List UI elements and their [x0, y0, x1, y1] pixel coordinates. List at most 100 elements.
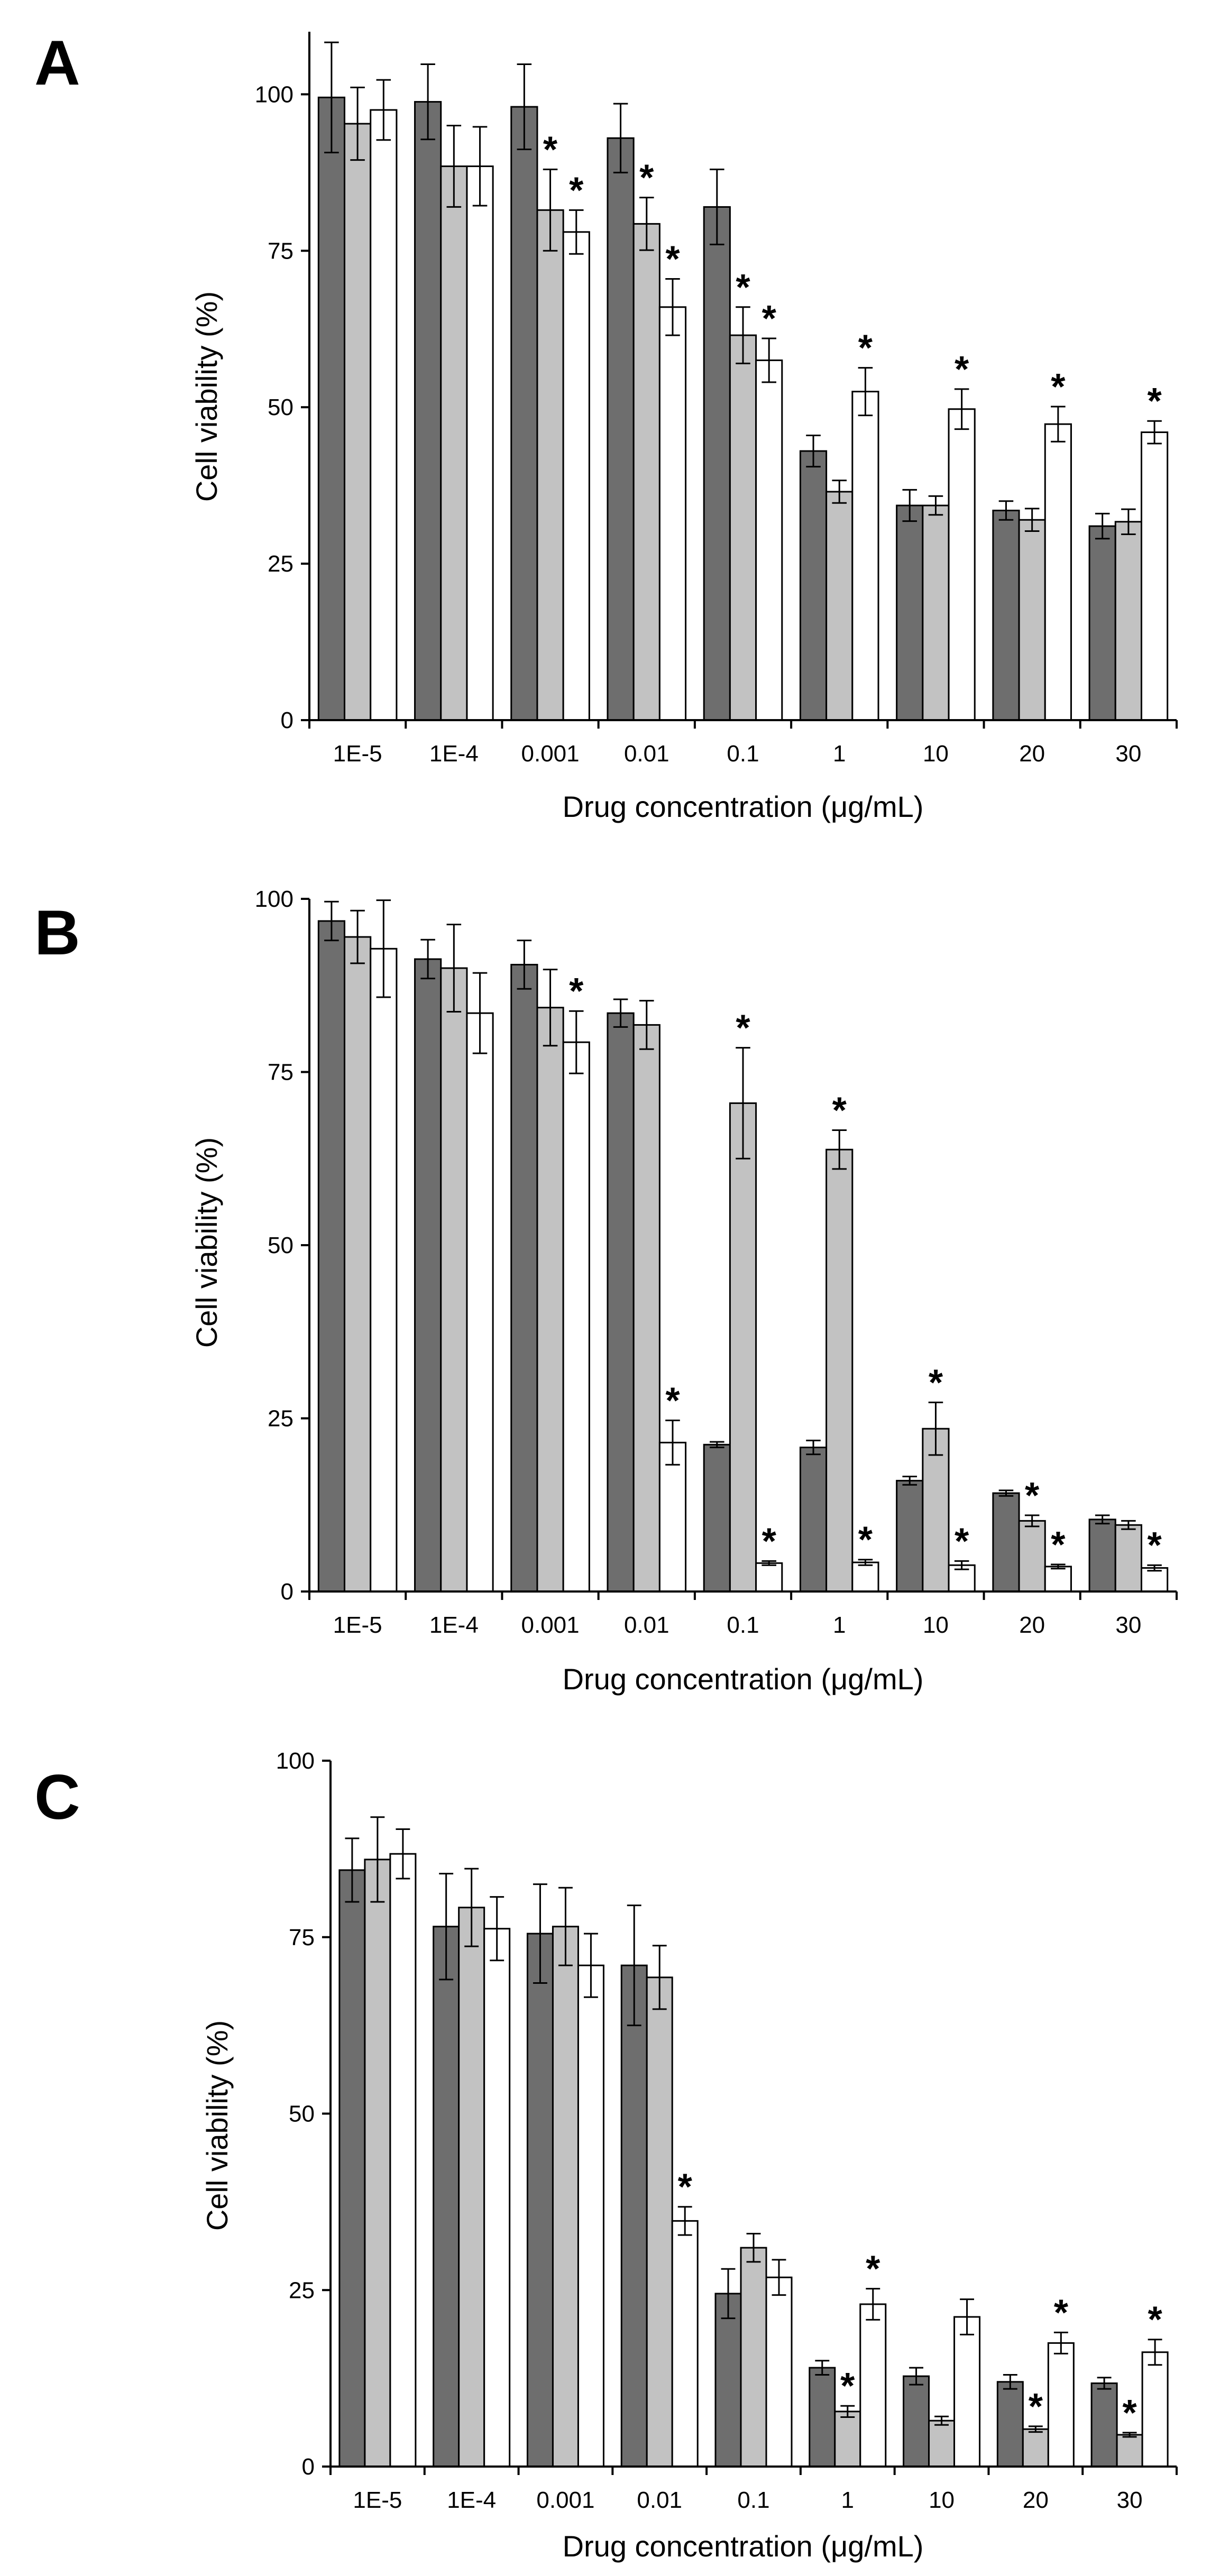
panel-a-errorbar-s2-1E-4 [446, 125, 462, 208]
panel-b-x-tick-label: 1E-5 [333, 1612, 382, 1638]
panel-b-bar-s1-0.01 [607, 1012, 635, 1593]
panel-c-bar-s3-1E-5 [389, 1853, 417, 2468]
panel-b-errorbar-s1-0.01 [613, 998, 628, 1028]
panel-b-errorbar-s2-10 [928, 1401, 943, 1456]
panel-a-bar-s2-20 [1018, 519, 1046, 721]
panel-a-errorbar-s2-10 [928, 495, 943, 516]
panel-a-bar-s1-0.1 [703, 206, 731, 721]
panel-c-bar-s2-30 [1116, 2434, 1143, 2468]
panel-c-bar-s1-1E-5 [338, 1869, 366, 2468]
panel-b-significance-marker-s2-20: * [1025, 1475, 1040, 1516]
panel-a-bar-s3-0.1 [755, 359, 783, 721]
panel-a-bar-s2-1 [825, 491, 854, 721]
panel-c-bar-s1-0.1 [714, 2293, 742, 2468]
panel-c-bar-s1-20 [996, 2381, 1024, 2468]
panel-a-bar-s2-30 [1114, 521, 1142, 721]
panel-b-errorbar-s1-1E-5 [324, 900, 339, 942]
panel-b-significance-marker-s3-0.001: * [569, 970, 584, 1011]
panel-a-x-tick-label: 0.1 [727, 741, 759, 767]
panel-c-x-tick-label: 30 [1117, 2487, 1143, 2513]
panel-b-errorbar-s2-1E-4 [446, 923, 462, 1013]
panel-a-significance-marker-s3-30: * [1147, 380, 1162, 421]
panel-c-bar-s2-1 [834, 2411, 861, 2468]
panel-a-bar-s3-10 [948, 408, 976, 721]
panel-b-bar-s1-1E-4 [414, 958, 442, 1593]
panel-a-bar-s2-10 [922, 504, 950, 721]
panel-c-y-axis-label: Cell viability (%) [200, 2020, 234, 2231]
panel-b-bar-s2-0.01 [632, 1024, 660, 1593]
panel-c-bar-s3-1 [859, 2303, 887, 2468]
panel-b-bar-s2-20 [1018, 1520, 1046, 1593]
panel-b-bar-s2-0.001 [536, 1007, 564, 1593]
panel-c-x-tick-label: 20 [1023, 2487, 1049, 2513]
panel-a-bar-s3-1E-5 [370, 109, 398, 721]
panel-c-bar-s1-1 [809, 2367, 836, 2468]
panel-a-errorbar-s1-30 [1095, 512, 1110, 540]
panel-b-x-tick-label: 20 [1019, 1612, 1045, 1638]
panel-b-x-tick-label: 0.001 [521, 1612, 580, 1638]
panel-c: C Cell viability (%) Drug concentration … [34, 1748, 1178, 2563]
panel-b-errorbar-s1-20 [998, 1489, 1014, 1497]
panel-b-errorbar-s2-30 [1121, 1520, 1136, 1530]
panel-b-bar-s1-20 [992, 1492, 1020, 1593]
panel-c-errorbar-s2-1 [840, 2405, 855, 2418]
panel-a-x-tick-label: 10 [923, 741, 949, 767]
panel-a-significance-marker-s2-0.1: * [736, 266, 750, 308]
panel-c-significance-marker-s3-0.01: * [678, 2166, 693, 2207]
panel-a-bar-s1-1 [799, 450, 828, 721]
panel-b-bar-s3-0.1 [755, 1562, 783, 1593]
panel-c-bar-s1-0.001 [526, 1933, 554, 2468]
panel-a-errorbar-s2-0.01 [639, 197, 654, 251]
panel-b-errorbar-s1-1 [806, 1439, 821, 1456]
panel-c-errorbar-s2-20 [1028, 2425, 1043, 2433]
panel-c-errorbar-s3-30 [1148, 2339, 1162, 2366]
panel-b-errorbar-s1-0.001 [517, 940, 532, 990]
panel-a-bar-s1-1E-4 [414, 101, 442, 721]
panel-c-x-axis-label: Drug concentration (μg/mL) [563, 2529, 924, 2563]
panel-a-errorbar-s1-10 [902, 489, 918, 522]
panel-a-bar-s2-0.1 [729, 334, 757, 721]
panel-c-bar-s1-10 [903, 2375, 930, 2468]
panel-b-errorbar-s3-30 [1147, 1564, 1162, 1572]
panel-b-significance-marker-s2-1: * [832, 1090, 847, 1131]
panel-c-errorbar-s1-20 [1003, 2373, 1017, 2390]
panel-b-errorbar-s3-20 [1051, 1563, 1066, 1570]
panel-c-bar-s2-10 [928, 2419, 956, 2468]
panel-b-errorbar-s3-1E-4 [472, 972, 488, 1054]
panel-a-y-tick-label: 50 [268, 394, 293, 420]
panel-a-y-tick-label: 0 [281, 707, 293, 733]
panel-c-x-tick-label: 0.1 [737, 2487, 769, 2513]
panel-c-bar-s3-0.001 [577, 1964, 604, 2468]
panel-c-errorbar-s1-30 [1097, 2377, 1112, 2390]
panel-c-bar-s2-0.001 [552, 1926, 579, 2468]
panel-c-errorbar-s3-1 [866, 2288, 880, 2321]
panel-a-errorbar-s1-1E-4 [420, 63, 435, 141]
panel-c-x-tick-label: 1 [841, 2487, 854, 2513]
panel-a-bar-s1-10 [896, 504, 924, 721]
panel-a-errorbar-s2-20 [1024, 508, 1040, 532]
panel-c-errorbar-s1-0.001 [533, 1883, 547, 1984]
panel-c-bar-s2-1E-4 [458, 1907, 485, 2468]
panel-a-bar-s2-1E-4 [440, 165, 468, 721]
panel-a-bar-s1-20 [992, 509, 1020, 721]
panel-c-significance-marker-s2-20: * [1029, 2386, 1043, 2427]
panel-a-bar-s3-30 [1140, 431, 1169, 721]
panel-b-y-axis-label: Cell viability (%) [190, 1137, 223, 1348]
panel-b-y-tick-label: 0 [281, 1579, 293, 1605]
panel-c-x-tick-label: 10 [929, 2487, 955, 2513]
panel-c-errorbar-s2-10 [934, 2415, 949, 2426]
panel-c-errorbar-s3-20 [1053, 2331, 1068, 2354]
panel-c-y-tick-label: 50 [289, 2101, 315, 2127]
panel-b-y-tick-label: 50 [268, 1232, 293, 1258]
panel-c-bar-s2-0.01 [646, 1976, 673, 2468]
panel-c-errorbar-s3-0.01 [677, 2206, 692, 2236]
panel-a-y-tick-label: 100 [255, 81, 293, 107]
panel-a-x-tick-label: 30 [1115, 741, 1141, 767]
panel-c-x-tick-label: 1E-4 [447, 2487, 496, 2513]
panel-b-significance-marker-s2-10: * [929, 1361, 943, 1403]
panel-b-errorbar-s3-0.1 [762, 1560, 776, 1566]
panel-c-y-tick-label: 0 [302, 2454, 315, 2480]
panel-c-x-tick-label: 1E-5 [353, 2487, 402, 2513]
panel-b-bar-s3-1E-4 [466, 1012, 494, 1593]
panel-b-errorbar-s2-0.001 [543, 969, 558, 1047]
